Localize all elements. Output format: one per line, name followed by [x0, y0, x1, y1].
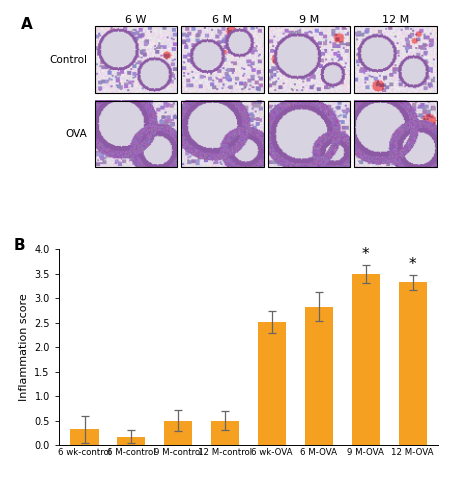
Bar	[181, 26, 263, 92]
Bar	[398, 282, 426, 445]
Bar	[258, 322, 285, 445]
Bar	[351, 274, 379, 445]
Text: 6 W: 6 W	[125, 15, 147, 25]
Bar	[304, 306, 332, 445]
Y-axis label: Inflammation score: Inflammation score	[18, 294, 28, 401]
Text: 6 M: 6 M	[212, 15, 232, 25]
Bar	[164, 420, 192, 445]
Bar	[117, 436, 145, 445]
Text: *: *	[408, 257, 415, 272]
Text: Control: Control	[49, 54, 87, 64]
Text: 9 M: 9 M	[298, 15, 318, 25]
Bar	[353, 101, 436, 167]
Bar	[95, 101, 177, 167]
Text: B: B	[13, 238, 25, 252]
Bar	[70, 430, 98, 445]
Bar	[353, 26, 436, 92]
Bar	[95, 26, 177, 92]
Bar	[211, 420, 239, 445]
Text: 12 M: 12 M	[381, 15, 408, 25]
Text: A: A	[21, 17, 32, 32]
Bar	[267, 101, 350, 167]
Bar	[267, 26, 350, 92]
Text: *: *	[361, 247, 369, 262]
Text: OVA: OVA	[65, 129, 87, 139]
Bar	[181, 101, 263, 167]
